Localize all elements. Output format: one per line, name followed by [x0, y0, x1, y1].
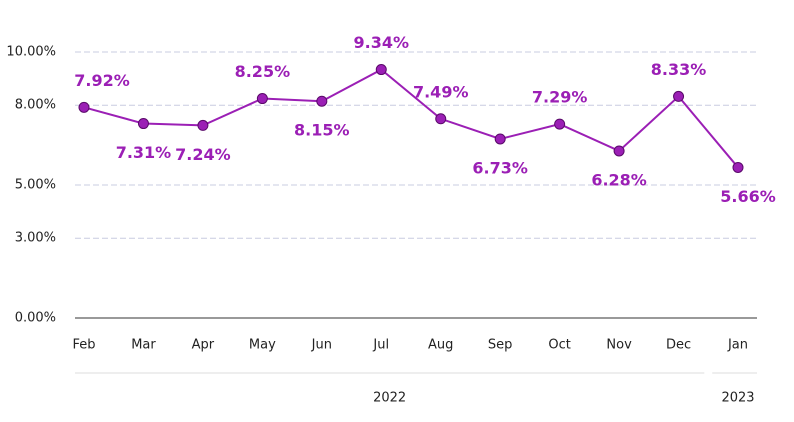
point: [256, 93, 268, 105]
x-tick-label: Feb: [72, 338, 95, 353]
point: [613, 145, 625, 157]
value-label: 7.31%: [116, 143, 172, 162]
x-tick-label: Oct: [548, 338, 570, 353]
y-tick-label: 0.00%: [15, 311, 56, 326]
x-tick-label: May: [249, 338, 276, 353]
y-tick-label: 8.00%: [15, 98, 56, 113]
value-label: 9.34%: [354, 33, 410, 52]
x-tick-label: Jul: [372, 338, 389, 353]
point: [375, 64, 387, 76]
point: [673, 90, 685, 102]
y-tick-label: 10.00%: [6, 45, 56, 60]
y-tick-label: 3.00%: [15, 231, 56, 246]
value-label: 6.73%: [472, 158, 528, 177]
line: [83, 68, 739, 169]
x-tick-label: Jan: [727, 338, 748, 353]
value-label: 8.33%: [651, 60, 707, 79]
x-tick-label: Sep: [488, 338, 513, 353]
value-label: 7.24%: [175, 145, 231, 164]
x-tick-label: Dec: [666, 338, 691, 353]
x-tick-label: Nov: [606, 338, 632, 353]
point: [137, 118, 149, 130]
point: [494, 133, 506, 145]
point: [197, 119, 209, 131]
point: [554, 118, 566, 130]
group-label: 2023: [721, 391, 754, 406]
x-tick-label: Jun: [311, 338, 332, 353]
point: [435, 113, 447, 125]
value-label: 7.29%: [532, 88, 588, 107]
value-label: 7.49%: [413, 82, 469, 101]
point: [316, 95, 328, 107]
point: [732, 161, 744, 173]
x-tick-label: Aug: [428, 338, 453, 353]
point: [78, 101, 90, 113]
value-label: 6.28%: [591, 170, 647, 189]
value-label: 5.66%: [720, 187, 776, 206]
x-tick-label: Apr: [192, 338, 215, 353]
value-label: 8.25%: [235, 62, 291, 81]
y-tick-label: 5.00%: [15, 178, 56, 193]
value-label: 7.92%: [74, 71, 130, 90]
value-label: 8.15%: [294, 121, 350, 140]
group-label: 2022: [373, 391, 406, 406]
x-tick-label: Mar: [131, 338, 156, 353]
